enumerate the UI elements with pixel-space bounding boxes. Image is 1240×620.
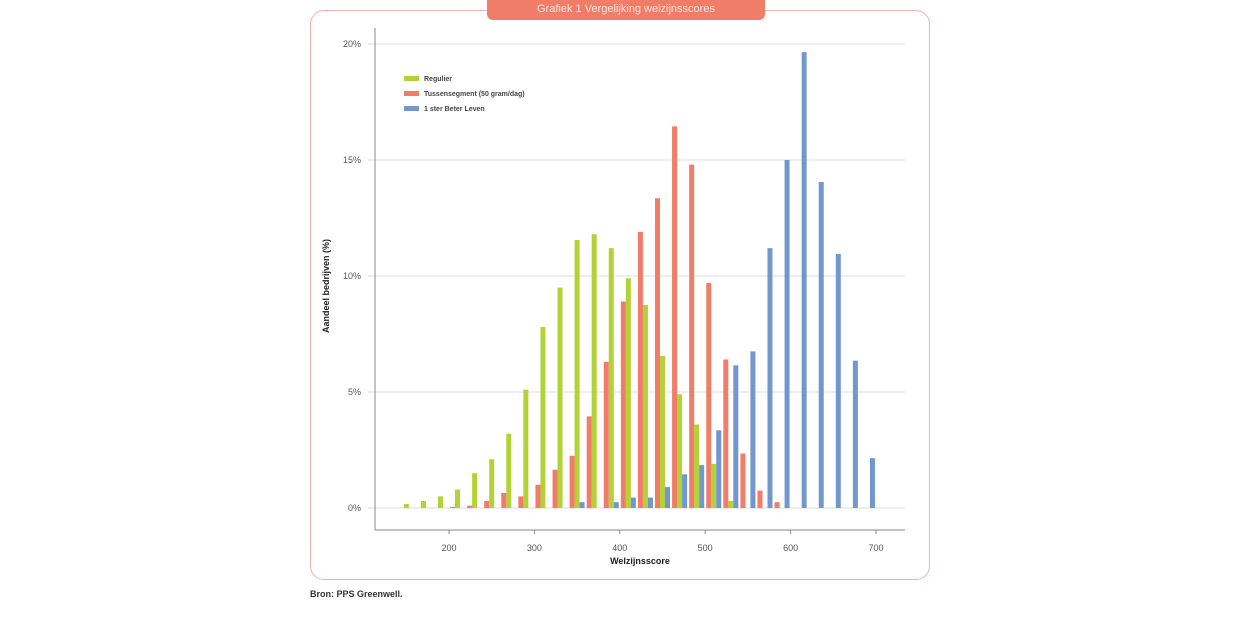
bar-regulier <box>660 356 665 508</box>
bar-tussensegment-50-gram-dag <box>569 455 575 508</box>
source-note: Bron: PPS Greenwell. <box>310 589 403 599</box>
bar-regulier <box>437 496 443 508</box>
bar-1-ster-beter-leven <box>818 182 824 509</box>
bar-1-ster-beter-leven <box>750 351 756 508</box>
x-tick-label: 300 <box>527 543 542 553</box>
x-tick-label: 600 <box>783 543 798 553</box>
bar-regulier <box>472 473 478 508</box>
bar-tussensegment-50-gram-dag <box>535 484 541 508</box>
x-ticks: 200 300 400 500 600 700 <box>441 530 884 553</box>
bar-tussensegment-50-gram-dag <box>450 506 456 508</box>
y-tick-label: 20% <box>343 39 361 49</box>
legend-label: Tussensegment (50 gram/dag) <box>424 91 525 98</box>
legend-swatch <box>404 91 419 96</box>
bar-regulier <box>489 459 495 508</box>
legend-swatch <box>404 76 419 81</box>
chart-title: Grafiek 1 Vergelijking welzijnsscores <box>487 0 765 20</box>
bar-regulier <box>694 424 700 508</box>
bar-tussensegment-50-gram-dag <box>552 469 558 508</box>
bar-regulier <box>506 433 512 508</box>
bar-1-ster-beter-leven <box>733 365 739 508</box>
gridlines <box>368 43 905 509</box>
bar-tussensegment-50-gram-dag <box>723 359 729 508</box>
bar-1-ster-beter-leven <box>716 430 722 508</box>
bar-tussensegment-50-gram-dag <box>620 301 626 508</box>
y-tick-label: 0% <box>348 503 361 513</box>
bar-regulier <box>625 278 631 508</box>
bar-regulier <box>557 287 563 508</box>
bar-tussensegment-50-gram-dag <box>672 126 678 509</box>
bar-tussensegment-50-gram-dag <box>774 502 780 508</box>
bar-1-ster-beter-leven <box>835 253 841 508</box>
bar-1-ster-beter-leven <box>784 160 790 508</box>
y-tick-label: 10% <box>343 271 361 281</box>
bar-1-ster-beter-leven <box>869 458 875 508</box>
bar-1-ster-beter-leven <box>647 497 653 508</box>
bar-regulier <box>420 501 426 508</box>
y-tick-label: 15% <box>343 155 361 165</box>
bars <box>403 52 875 509</box>
bar-tussensegment-50-gram-dag <box>689 164 695 508</box>
bar-regulier <box>574 240 580 509</box>
bar-tussensegment-50-gram-dag <box>757 490 763 508</box>
y-tick-label: 5% <box>348 387 361 397</box>
x-axis-label: Welzijnsscore <box>610 556 670 566</box>
bar-tussensegment-50-gram-dag <box>740 453 746 508</box>
legend-label: Regulier <box>424 76 452 83</box>
bar-tussensegment-50-gram-dag <box>637 231 643 509</box>
x-tick-label: 200 <box>441 543 456 553</box>
bar-regulier <box>403 504 409 508</box>
y-axis-label: Aandeel bedrijven (%) <box>321 239 331 333</box>
bar-1-ster-beter-leven <box>665 487 670 508</box>
x-tick-label: 400 <box>612 543 627 553</box>
bar-regulier <box>455 489 461 508</box>
bar-1-ster-beter-leven <box>852 360 858 508</box>
bar-tussensegment-50-gram-dag <box>655 198 660 508</box>
bar-tussensegment-50-gram-dag <box>467 505 473 508</box>
x-tick-label: 500 <box>698 543 713 553</box>
bar-regulier <box>728 501 734 508</box>
legend-label: 1 ster Beter Leven <box>424 106 485 113</box>
bar-tussensegment-50-gram-dag <box>518 496 524 508</box>
bar-1-ster-beter-leven <box>613 502 619 508</box>
bar-regulier <box>677 394 683 508</box>
legend: Regulier Tussensegment (50 gram/dag) 1 ste… <box>404 76 525 113</box>
bar-1-ster-beter-leven <box>699 465 705 508</box>
bar-tussensegment-50-gram-dag <box>603 361 609 508</box>
bar-regulier <box>711 463 717 508</box>
bar-1-ster-beter-leven <box>682 474 688 508</box>
bar-regulier <box>523 389 529 508</box>
bar-1-ster-beter-leven <box>767 248 773 508</box>
bar-1-ster-beter-leven <box>579 502 585 508</box>
bar-1-ster-beter-leven <box>801 52 807 509</box>
bar-tussensegment-50-gram-dag <box>484 501 490 508</box>
y-ticks: 0% 5% 10% 15% 20% <box>343 39 361 513</box>
bar-regulier <box>591 234 597 509</box>
bar-regulier <box>608 248 614 508</box>
bar-1-ster-beter-leven <box>630 497 636 508</box>
bar-tussensegment-50-gram-dag <box>706 282 712 508</box>
bar-regulier <box>642 305 648 508</box>
x-tick-label: 700 <box>868 543 883 553</box>
bar-tussensegment-50-gram-dag <box>586 416 592 508</box>
bar-tussensegment-50-gram-dag <box>501 492 507 508</box>
bar-regulier <box>540 327 546 508</box>
legend-swatch <box>404 106 419 111</box>
